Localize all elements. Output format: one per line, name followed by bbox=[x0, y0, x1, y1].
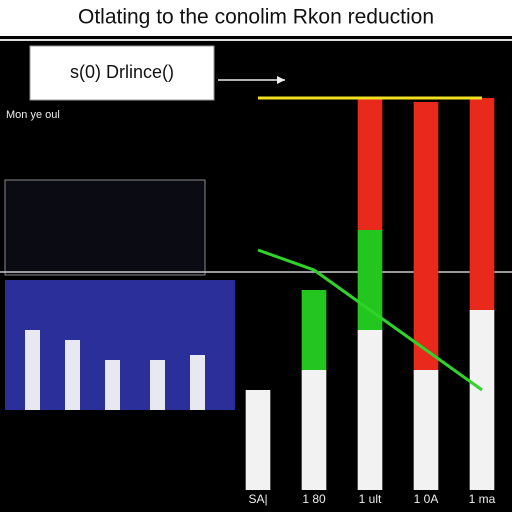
backdrop bbox=[0, 179, 512, 410]
annotation: s(0) Drlince() bbox=[70, 62, 174, 82]
backdrop-panel bbox=[150, 360, 165, 410]
backdrop-panel bbox=[25, 330, 40, 410]
backdrop-panel bbox=[4, 179, 206, 276]
bar-segment bbox=[413, 370, 439, 490]
title-bar bbox=[0, 0, 512, 36]
chart-title: Otlating to the conolim Rkon reduction bbox=[78, 6, 434, 29]
x-tick-label: SA| bbox=[248, 492, 267, 506]
bar-segment bbox=[301, 290, 327, 370]
bar-segment bbox=[357, 230, 383, 330]
x-tick-label: 1 ma bbox=[469, 492, 496, 506]
x-tick-label: 1 0A bbox=[414, 492, 439, 506]
x-tick-label: 1 80 bbox=[302, 492, 326, 506]
backdrop-panel bbox=[190, 355, 205, 410]
backdrop-panel bbox=[105, 360, 120, 410]
bar-segment bbox=[469, 98, 495, 310]
bar-segment bbox=[357, 330, 383, 490]
y-axis-label: Mon ye oul bbox=[6, 109, 60, 121]
bar-segment bbox=[245, 390, 271, 490]
annotation-arrowhead bbox=[277, 76, 285, 84]
bar-segment bbox=[413, 102, 439, 370]
backdrop-panel bbox=[65, 340, 80, 410]
trend-line bbox=[257, 248, 483, 392]
annotation-box bbox=[29, 45, 215, 101]
bar-segment bbox=[301, 370, 327, 490]
bar-segment bbox=[357, 98, 383, 230]
bar-segment bbox=[469, 310, 495, 490]
x-tick-label: 1 ult bbox=[359, 492, 382, 506]
